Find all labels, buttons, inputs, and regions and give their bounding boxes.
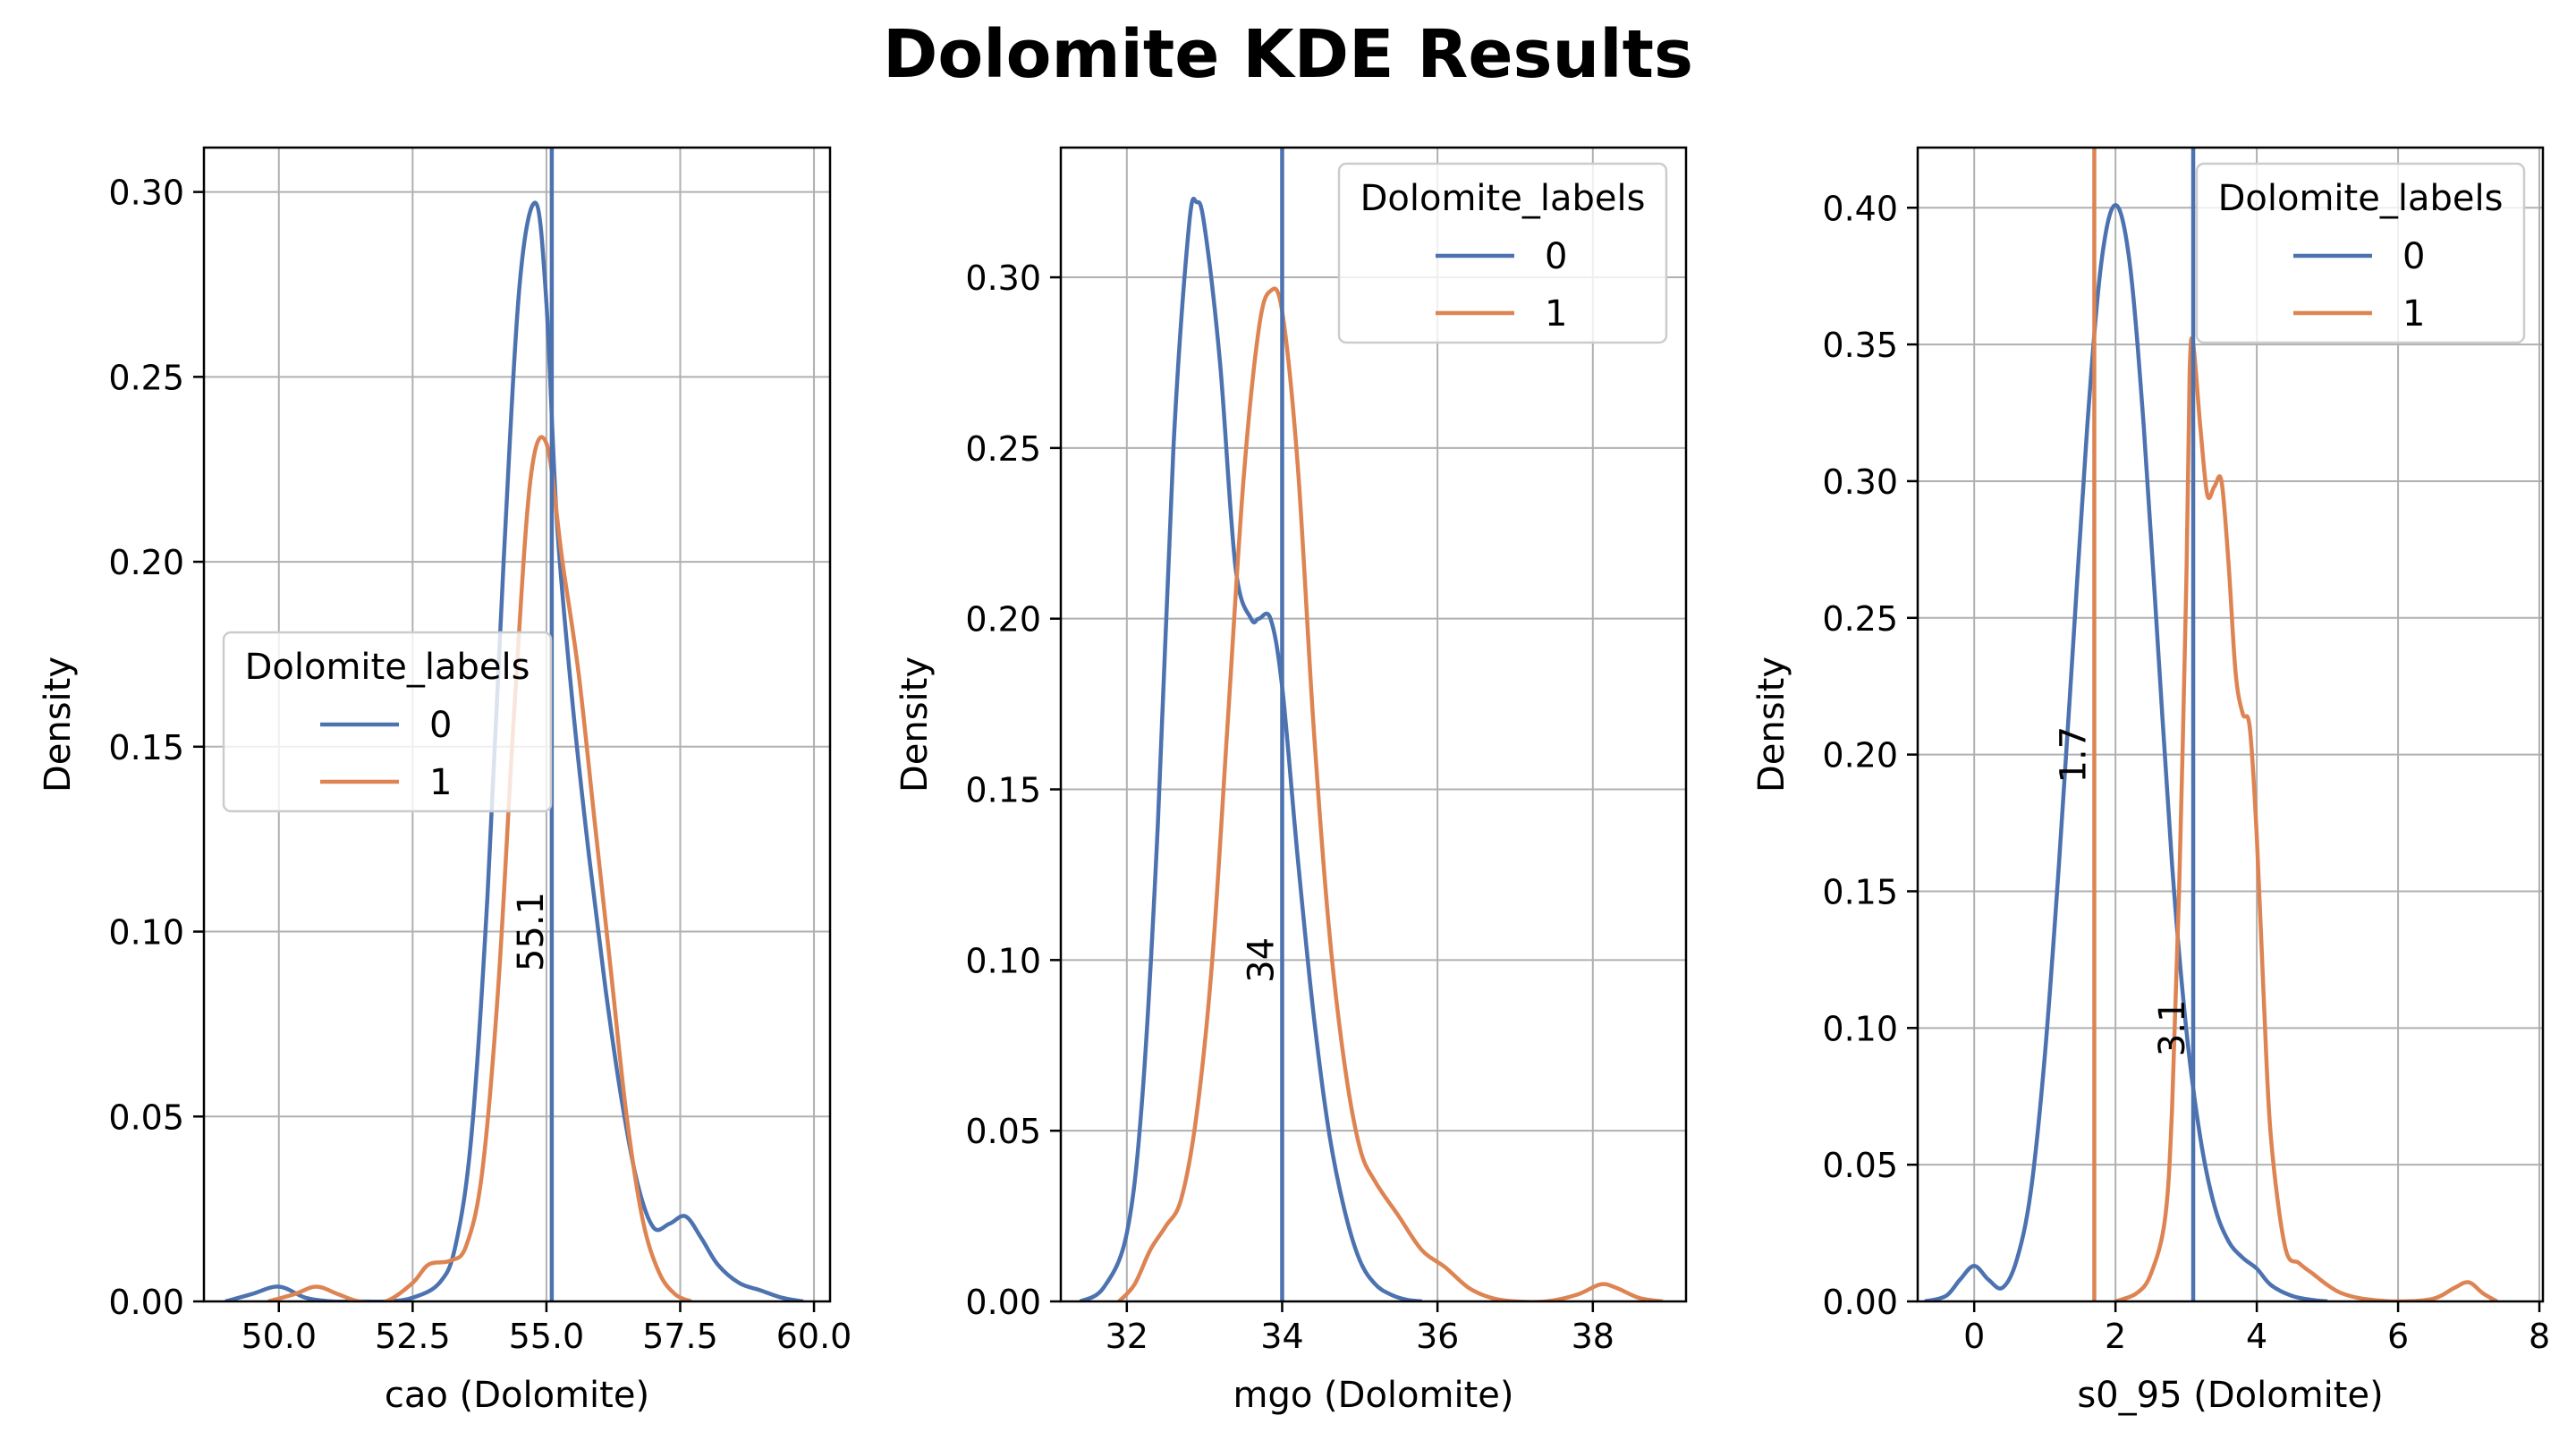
- panel-2: 34 32 34 36 38 0.00 0.05 0.10 0.15 0.20 0.25 0.30 mg…: [894, 146, 1688, 1416]
- axes-frame: [1059, 146, 1688, 1303]
- kde-curve-label-1: [1117, 286, 1664, 1301]
- x-tick-label: 50.0: [241, 1317, 317, 1356]
- y-tick-label: 0.00: [1822, 1283, 1898, 1322]
- x-tick-label: 60.0: [776, 1317, 852, 1356]
- reference-vline-label: 55.1: [511, 892, 552, 971]
- x-tick-label: 52.5: [375, 1317, 451, 1356]
- legend-entry-0: 0: [2402, 236, 2425, 277]
- y-tick-label: 0.20: [108, 543, 184, 582]
- panel-1: 55.1 50.0 52.5 55.0 57.5 60.0 0.00 0.05 0.10 0.15…: [38, 146, 852, 1416]
- legend-title: Dolomite_labels: [2218, 178, 2504, 219]
- legend-title: Dolomite_labels: [245, 647, 530, 688]
- panel-3: 1.7 3.1 0 2 4 6 8 0.00 0.05 0.10 0.15 0.20 0.25 0.30 0…: [1751, 146, 2550, 1416]
- plot-area: [1924, 148, 2498, 1301]
- x-tick-label: 57.5: [642, 1317, 718, 1356]
- legend: Dolomite_labels 0 1: [222, 631, 553, 813]
- y-tick-label: 0.25: [108, 358, 184, 397]
- kde-curve-label-0: [1924, 202, 2328, 1301]
- axes-frame: [202, 146, 832, 1303]
- x-tick-label: 55.0: [509, 1317, 585, 1356]
- y-tick-label: 0.05: [1822, 1146, 1898, 1185]
- y-tick-label: 0.15: [108, 728, 184, 767]
- y-tick-label: 0.20: [1822, 736, 1898, 775]
- legend-entry-1: 1: [429, 762, 452, 803]
- y-tick-label: 0.10: [108, 913, 184, 953]
- x-tick-label: 8: [2529, 1317, 2550, 1356]
- legend-box: [1337, 162, 1668, 344]
- x-axis-label: s0_95 (Dolomite): [2077, 1375, 2383, 1416]
- legend-box: [222, 631, 553, 813]
- axes-frame: [1916, 146, 2545, 1303]
- kde-curve-label-1: [2114, 335, 2498, 1301]
- legend: Dolomite_labels 0 1: [2195, 162, 2526, 344]
- y-tick-label: 0.30: [965, 258, 1041, 298]
- y-tick-label: 0.00: [108, 1283, 184, 1322]
- reference-vline-label: 1.7: [2053, 726, 2094, 784]
- x-tick-label: 4: [2246, 1317, 2267, 1356]
- kde-curve-label-1: [267, 435, 692, 1301]
- y-tick-label: 0.10: [1822, 1009, 1898, 1048]
- y-tick-label: 0.40: [1822, 189, 1898, 228]
- y-tick-label: 0.15: [1822, 872, 1898, 911]
- legend-title: Dolomite_labels: [1360, 178, 1646, 219]
- x-axis-label: mgo (Dolomite): [1233, 1375, 1514, 1416]
- y-tick-label: 0.00: [965, 1283, 1041, 1322]
- x-tick-label: 2: [2105, 1317, 2126, 1356]
- x-tick-label: 32: [1106, 1317, 1148, 1356]
- y-tick-label: 0.25: [965, 429, 1041, 469]
- y-tick-label: 0.05: [108, 1097, 184, 1137]
- legend-entry-0: 0: [1545, 236, 1567, 277]
- y-axis-label: Density: [894, 657, 936, 792]
- reference-vline-label: 3.1: [2152, 1000, 2193, 1057]
- legend-entry-1: 1: [1545, 293, 1567, 335]
- plot-area: [1079, 148, 1664, 1301]
- legend-box: [2195, 162, 2526, 344]
- legend: Dolomite_labels 0 1: [1337, 162, 1668, 344]
- legend-entry-1: 1: [2402, 293, 2425, 335]
- y-axis-label: Density: [38, 657, 79, 792]
- y-tick-label: 0.10: [965, 941, 1041, 980]
- y-tick-label: 0.15: [965, 771, 1041, 810]
- x-axis-label: cao (Dolomite): [385, 1375, 649, 1416]
- y-tick-label: 0.05: [965, 1112, 1041, 1151]
- figure-title: Dolomite KDE Results: [882, 16, 1694, 93]
- y-tick-label: 0.30: [1822, 462, 1898, 502]
- reference-vline-label: 34: [1241, 937, 1282, 983]
- x-tick-label: 38: [1572, 1317, 1614, 1356]
- x-tick-label: 34: [1260, 1317, 1303, 1356]
- y-axis-label: Density: [1751, 657, 1792, 792]
- y-tick-label: 0.25: [1822, 599, 1898, 639]
- y-tick-label: 0.20: [965, 600, 1041, 640]
- kde-curve-label-0: [1079, 196, 1423, 1301]
- x-tick-label: 6: [2387, 1317, 2409, 1356]
- x-tick-label: 36: [1416, 1317, 1459, 1356]
- legend-entry-0: 0: [429, 705, 452, 746]
- y-tick-label: 0.30: [108, 174, 184, 213]
- x-tick-label: 0: [1963, 1317, 1985, 1356]
- y-tick-label: 0.35: [1822, 326, 1898, 365]
